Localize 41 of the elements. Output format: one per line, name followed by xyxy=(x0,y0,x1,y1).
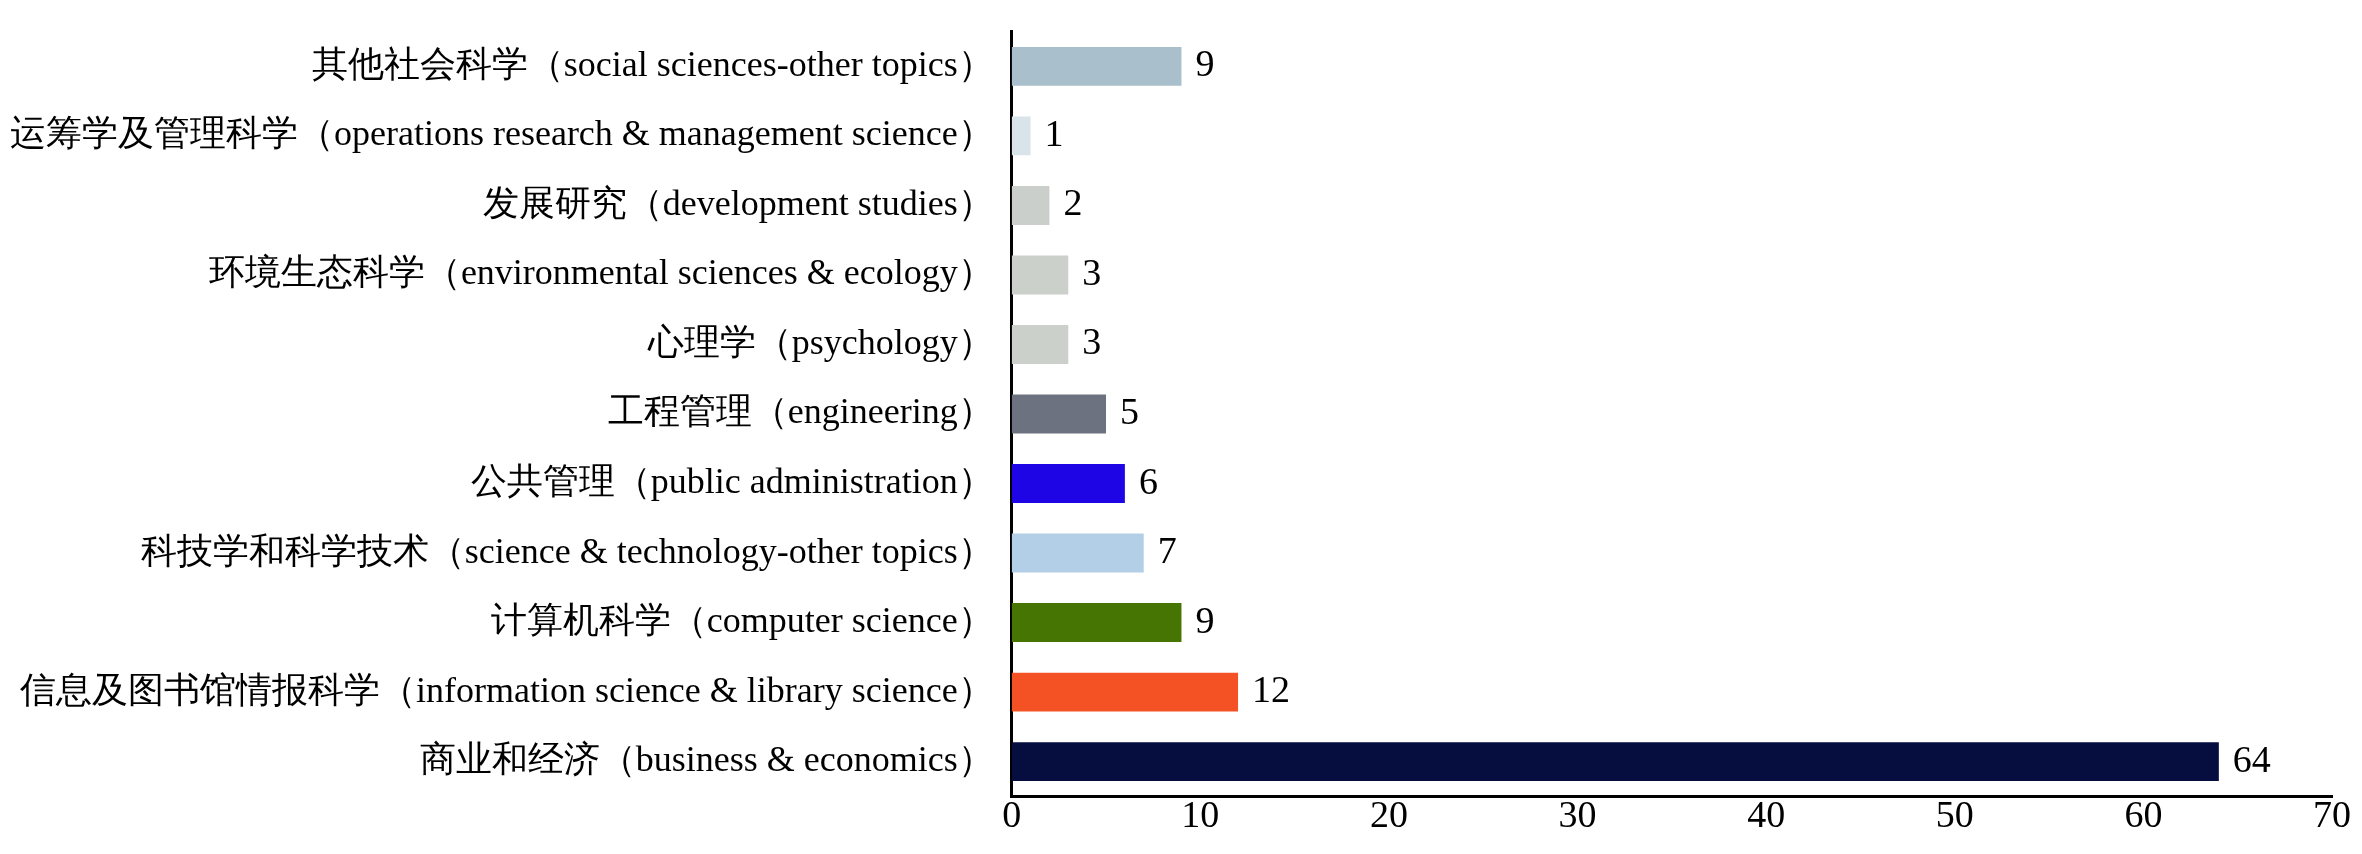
y-tick-label: 信息及图书馆情报科学（information science & library science） xyxy=(19,669,994,710)
y-tick-label: 发展研究（development studies） xyxy=(482,182,994,223)
y-tick-label: 其他社会科学（social sciences-other topics） xyxy=(311,43,994,84)
bar xyxy=(1011,255,1069,295)
data-label: 7 xyxy=(1157,529,1177,572)
bar xyxy=(1011,533,1144,573)
y-tick-label: 计算机科学（computer science） xyxy=(490,600,994,641)
data-label: 9 xyxy=(1195,42,1215,85)
data-label: 12 xyxy=(1252,668,1291,711)
data-label: 6 xyxy=(1138,459,1158,502)
data-label: 1 xyxy=(1044,111,1064,154)
y-tick-label: 工程管理（engineering） xyxy=(607,391,994,432)
bar xyxy=(1011,116,1031,156)
x-tick-label: 70 xyxy=(2313,793,2351,836)
bar xyxy=(1011,742,2219,782)
data-label: 2 xyxy=(1063,181,1083,224)
y-tick-label: 运筹学及管理科学（operations research & management science） xyxy=(9,113,994,154)
x-tick-label: 30 xyxy=(1558,793,1597,836)
x-tick-label: 40 xyxy=(1747,793,1786,836)
bar xyxy=(1011,185,1050,225)
x-tick-label: 10 xyxy=(1181,793,1220,836)
x-tick-label: 60 xyxy=(2124,793,2163,836)
data-label: 9 xyxy=(1195,598,1215,641)
x-tick-label: 50 xyxy=(1935,793,1974,836)
x-tick-label: 0 xyxy=(1002,793,1022,836)
bar xyxy=(1011,46,1182,86)
y-tick-label: 心理学（psychology） xyxy=(646,321,994,362)
data-label: 3 xyxy=(1082,250,1102,293)
y-tick-label: 环境生态科学（environmental sciences & ecology） xyxy=(208,252,994,293)
bar xyxy=(1011,672,1239,712)
y-tick-label: 公共管理（public administration） xyxy=(470,460,994,501)
bar xyxy=(1011,464,1125,503)
data-label: 64 xyxy=(2232,737,2271,780)
data-label: 5 xyxy=(1120,389,1140,432)
bar xyxy=(1011,394,1107,434)
y-tick-label: 商业和经济（business & economics） xyxy=(419,739,994,780)
data-label: 3 xyxy=(1082,320,1102,363)
bar xyxy=(1011,603,1182,643)
x-tick-label: 20 xyxy=(1369,793,1408,836)
y-tick-label: 科技学和科学技术（science & technology-other topics） xyxy=(140,530,994,571)
bar xyxy=(1011,325,1069,364)
